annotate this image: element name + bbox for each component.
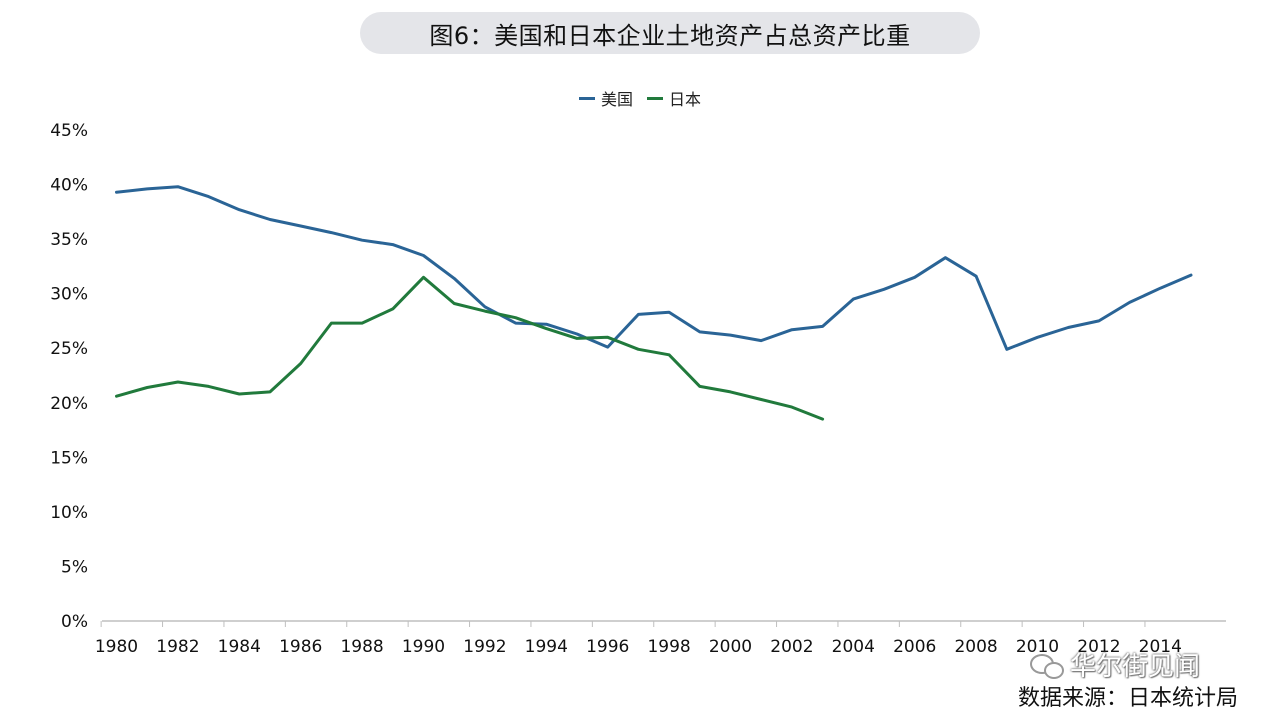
watermark-text: 华尔街见闻 <box>1070 652 1201 682</box>
legend-label-us: 美国 <box>600 90 633 109</box>
x-tick-label: 1996 <box>586 637 629 657</box>
x-tick-label: 1986 <box>279 637 322 657</box>
y-tick-label: 35% <box>50 230 88 250</box>
x-tick-label: 2002 <box>770 637 813 657</box>
x-axis: 1980 1982 1984 1986 1988 1990 1992 1994 1996 1998… <box>95 620 1226 657</box>
chart-title: 图6：美国和日本企业土地资产占总资产比重 <box>360 12 980 54</box>
x-tick-label: 2010 <box>1016 637 1059 657</box>
legend-swatch-japan <box>647 96 663 100</box>
y-tick-label: 20% <box>50 394 88 414</box>
x-tick-label: 1992 <box>463 637 506 657</box>
x-tick-label: 2008 <box>954 637 997 657</box>
y-tick-label: 40% <box>50 176 88 196</box>
x-tick-label: 1980 <box>95 637 138 657</box>
x-tick-label: 1982 <box>156 637 199 657</box>
chart-title-text: 图6：美国和日本企业土地资产占总资产比重 <box>429 21 911 50</box>
y-tick-label: 5% <box>61 557 88 577</box>
x-tick-label: 1998 <box>647 637 690 657</box>
legend: 美国 日本 <box>0 86 1280 110</box>
x-tick-label: 2012 <box>1077 637 1120 657</box>
source-note: 数据来源：日本统计局 <box>1017 686 1238 711</box>
x-tick-label: 1988 <box>340 637 383 657</box>
y-tick-label: 0% <box>61 612 88 632</box>
legend-item-japan: 日本 <box>647 86 701 110</box>
y-tick-label: 45% <box>50 121 88 141</box>
x-tick-label: 2000 <box>709 637 752 657</box>
x-tick-label: 2006 <box>893 637 936 657</box>
y-tick-label: 15% <box>50 448 88 468</box>
x-tick-label: 2014 <box>1139 637 1182 657</box>
x-tick-label: 1994 <box>525 637 568 657</box>
y-tick-label: 30% <box>50 285 88 305</box>
legend-item-us: 美国 <box>578 86 633 110</box>
wechat-icon <box>1030 652 1064 679</box>
legend-swatch-us <box>578 96 595 100</box>
y-axis: 0% 5% 10% 15% 20% 25% 30% 35% 40% 45% <box>50 121 88 632</box>
watermark: 华尔街见闻 <box>1030 646 1200 683</box>
x-tick-label: 1984 <box>218 637 261 657</box>
series-line-us <box>115 185 1193 351</box>
y-tick-label: 25% <box>50 339 88 359</box>
series-lines <box>115 185 1193 421</box>
x-tick-label: 2004 <box>832 637 875 657</box>
legend-label-japan: 日本 <box>669 90 702 109</box>
series-line-japan <box>115 275 825 421</box>
x-tick-label: 1990 <box>402 637 445 657</box>
y-tick-label: 10% <box>50 503 88 523</box>
